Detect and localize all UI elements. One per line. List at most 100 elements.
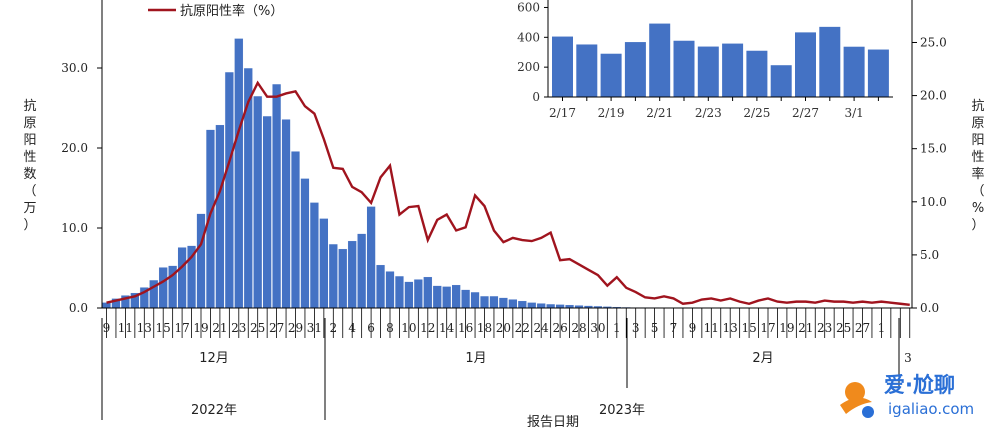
axis-title-char: 阳 — [971, 133, 984, 148]
month-label-dec: 12月 — [199, 351, 229, 366]
day-label: 24 — [534, 321, 550, 335]
inset-x-tick-label: 2/17 — [549, 106, 576, 120]
day-label: 30 — [590, 321, 605, 335]
bar-2023-01-12 — [423, 276, 433, 309]
bar-2022-12-31 — [309, 202, 320, 309]
bar-2023-01-19 — [489, 295, 499, 309]
month-label-jan: 1月 — [465, 351, 486, 366]
right-tick-label: 20.0 — [920, 89, 947, 103]
bar-2023-01-25 — [546, 303, 556, 309]
x-axis-title: 报告日期 — [527, 415, 579, 430]
bar-2022-12-09 — [101, 302, 112, 309]
bar-2022-12-18 — [186, 245, 197, 309]
day-label: 14 — [439, 321, 455, 335]
day-label: 25 — [250, 321, 265, 335]
bar-2023-01-18 — [479, 295, 490, 309]
day-label: 27 — [269, 321, 284, 335]
bar-2023-01-02 — [328, 243, 338, 309]
year-label-2023: 2023年 — [599, 403, 645, 418]
inset-y-tick-label: 400 — [517, 30, 540, 44]
logo-blue-mark — [862, 406, 874, 418]
day-label: 27 — [855, 321, 870, 335]
logo-orange-mark — [845, 382, 865, 402]
inset-bar-2/20 — [624, 42, 646, 97]
axis-title-char: 原 — [971, 116, 984, 131]
right-tick-label: 5.0 — [920, 248, 939, 262]
inset-x-tick-label: 2/19 — [598, 106, 625, 120]
day-label: 25 — [836, 321, 851, 335]
inset-bars — [552, 23, 889, 97]
bar-2023-01-15 — [451, 284, 461, 309]
x-day-ticks: 9 11 13 15 17 19 21 23 25 27 29 31 2 4 6 8 10 12 14 16 18 20 2… — [103, 308, 911, 338]
day-label: 13 — [723, 321, 738, 335]
bar-2023-01-21 — [508, 298, 518, 309]
day-label: 6 — [367, 321, 375, 335]
watermark-url: igaliao.com — [888, 400, 974, 418]
bar-2023-01-07 — [375, 264, 386, 309]
inset-x-tick-label: 2/21 — [646, 106, 673, 120]
inset-bar-2/19 — [600, 53, 622, 97]
day-label: 17 — [174, 321, 189, 335]
right-tick-label: 10.0 — [920, 195, 947, 209]
axis-title-char: 万 — [23, 201, 36, 216]
axis-title-char: 性 — [971, 150, 984, 165]
left-axis-title: 抗原阳性数 （ 万 ） — [23, 99, 36, 233]
day-label: 16 — [458, 321, 473, 335]
logo-swoosh — [840, 397, 872, 414]
bar-2022-12-30 — [300, 178, 310, 309]
bar-2022-12-28 — [281, 118, 291, 309]
right-tick-label: 15.0 — [920, 142, 947, 156]
day-label: 2 — [329, 321, 337, 335]
bar-2023-01-20 — [498, 297, 509, 309]
day-label: 11 — [704, 321, 719, 335]
bar-2023-01-22 — [517, 300, 527, 309]
axis-title-char: 抗 — [971, 99, 984, 114]
main-chart: 0.0 10.0 20.0 30.0 0.0 5.0 10.0 15.0 20.0 25.0 9… — [23, 0, 985, 430]
axis-title-char: （ — [971, 184, 984, 199]
axis-title-char: 数 — [23, 167, 36, 182]
day-label: 20 — [496, 321, 511, 335]
bar-2023-01-10 — [404, 281, 414, 309]
bar-2023-01-03 — [338, 248, 348, 309]
bar-2023-01-01 — [319, 218, 329, 309]
inset-bar-2/24 — [722, 43, 744, 97]
bar-2022-12-20 — [205, 129, 216, 309]
axis-title-char: ） — [23, 218, 36, 233]
bar-2022-12-21 — [215, 124, 225, 309]
month-label-mar-day: 3 — [904, 351, 912, 365]
left-tick-label: 30.0 — [61, 61, 88, 75]
right-axis-title: 抗原阳性率 （% ） — [971, 99, 984, 233]
day-label: 22 — [515, 321, 530, 335]
axis-title-char: ） — [971, 218, 984, 233]
inset-x-tick-label: 2/23 — [695, 106, 722, 120]
inset-y-ticks: 0 200 400 600 — [517, 0, 548, 104]
axis-title-char: （ — [23, 184, 36, 199]
main-bars — [101, 38, 896, 309]
axis-title-char: % — [972, 201, 984, 216]
bar-2023-01-17 — [470, 291, 480, 309]
day-label: 21 — [798, 321, 813, 335]
day-label: 9 — [689, 321, 697, 335]
axis-title-char: 抗 — [23, 99, 36, 114]
day-label: 4 — [348, 321, 356, 335]
inset-bar-3/2 — [867, 49, 889, 97]
day-label: 5 — [651, 321, 659, 335]
inset-x-tick-label: 2/27 — [792, 106, 819, 120]
day-label: 17 — [760, 321, 775, 335]
day-label: 26 — [552, 321, 567, 335]
bar-2023-01-08 — [385, 270, 395, 309]
inset-bar-3/1 — [843, 46, 865, 97]
inset-bar-2/25 — [746, 50, 768, 97]
day-label: 23 — [231, 321, 246, 335]
day-label: 3 — [632, 321, 640, 335]
inset-y-tick-label: 200 — [517, 60, 540, 74]
day-label: 19 — [779, 321, 794, 335]
right-tick-label: 25.0 — [920, 35, 947, 49]
bar-2022-12-15 — [158, 266, 168, 309]
bar-2023-01-16 — [460, 289, 471, 309]
watermark-logo: 爱·尬聊 igaliao.com — [840, 373, 974, 418]
bar-2023-01-11 — [413, 278, 424, 309]
bar-2023-01-04 — [347, 240, 357, 309]
inset-y-tick-label: 0 — [532, 90, 540, 104]
bar-2022-12-27 — [271, 83, 282, 309]
